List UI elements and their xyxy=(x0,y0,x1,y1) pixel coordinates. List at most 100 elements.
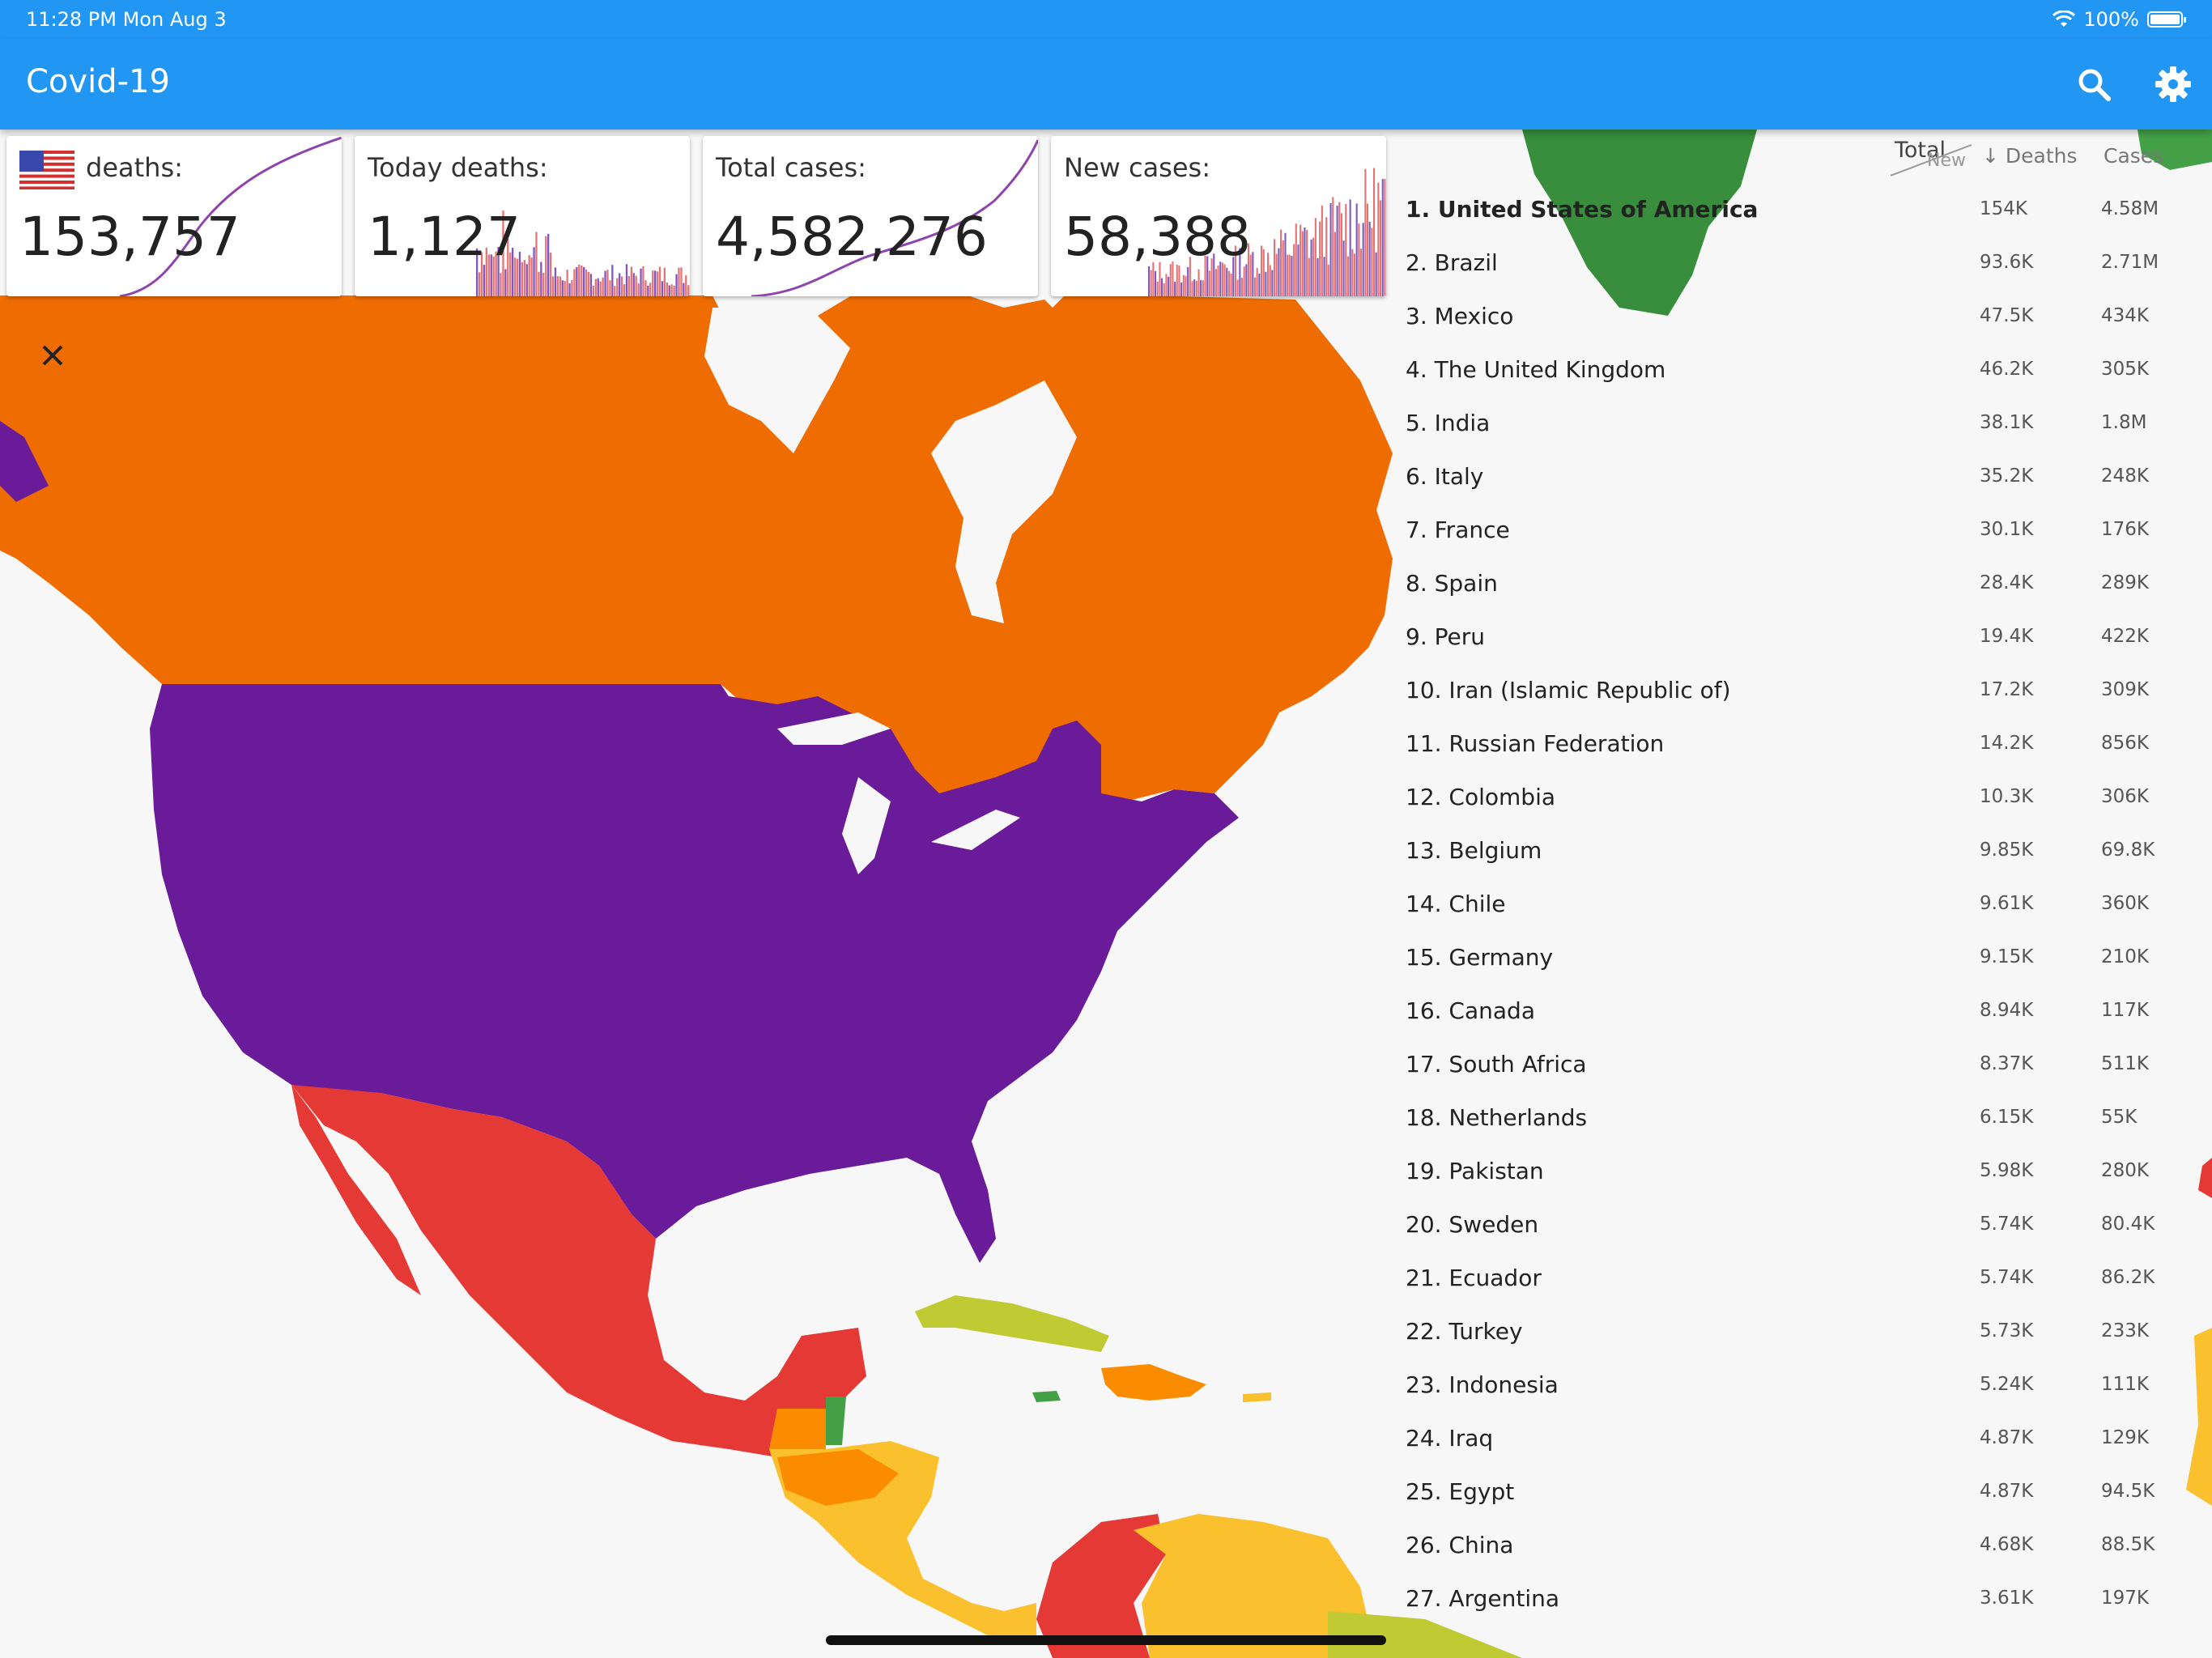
table-row[interactable]: 25. Egypt 4.87K 94.5K xyxy=(1393,1469,2212,1522)
spark-bar xyxy=(568,283,571,296)
map-region-iceland[interactable] xyxy=(2138,130,2212,170)
map-region-hispaniola[interactable] xyxy=(1101,1364,1206,1401)
country-deaths: 5.74K xyxy=(1980,1267,2034,1288)
country-deaths: 5.24K xyxy=(1980,1374,2034,1395)
spark-bar xyxy=(1346,256,1349,296)
table-row[interactable]: 1. United States of America 154K 4.58M xyxy=(1393,186,2212,240)
spark-bar xyxy=(581,266,583,296)
table-row[interactable]: 4. The United Kingdom 46.2K 305K xyxy=(1393,346,2212,400)
table-row[interactable]: 8. Spain 28.4K 289K xyxy=(1393,560,2212,614)
map-region-mexico[interactable] xyxy=(291,1085,866,1457)
table-row[interactable]: 9. Peru 19.4K 422K xyxy=(1393,614,2212,667)
country-cases: 309K xyxy=(2101,679,2149,700)
map-region-africa-edge[interactable] xyxy=(2186,1328,2212,1506)
spark-bar xyxy=(516,258,519,296)
table-row[interactable]: 12. Colombia 10.3K 306K xyxy=(1393,774,2212,827)
spark-bar xyxy=(1178,266,1180,296)
search-icon[interactable] xyxy=(2071,62,2116,107)
spark-bar xyxy=(509,252,512,296)
table-row[interactable]: 23. Indonesia 5.24K 111K xyxy=(1393,1362,2212,1415)
spark-bar xyxy=(1230,273,1232,296)
map-region-alaska[interactable] xyxy=(0,421,49,502)
spark-bar xyxy=(1262,249,1265,296)
header-cases[interactable]: Cases xyxy=(2104,144,2164,168)
spark-bar xyxy=(1310,239,1312,296)
gear-icon[interactable] xyxy=(2150,62,2196,107)
spark-bar xyxy=(1353,253,1355,296)
wifi-icon xyxy=(2052,11,2076,27)
us-flag-icon xyxy=(19,151,74,189)
country-name: 10. Iran (Islamic Republic of) xyxy=(1406,677,1731,704)
table-row[interactable]: 11. Russian Federation 14.2K 856K xyxy=(1393,721,2212,774)
card-today-deaths[interactable]: Today deaths: 1,127 xyxy=(355,136,690,296)
spark-bar xyxy=(573,269,576,296)
table-row[interactable]: 13. Belgium 9.85K 69.8K xyxy=(1393,827,2212,881)
country-cases: 305K xyxy=(2101,359,2149,380)
spark-bar xyxy=(1191,281,1193,296)
spark-bar xyxy=(1329,202,1332,296)
table-row[interactable]: 27. Argentina 3.61K 197K xyxy=(1393,1575,2212,1629)
map-region-puerto-rico[interactable] xyxy=(1243,1392,1271,1402)
spark-bar xyxy=(585,269,588,296)
table-row[interactable]: 7. France 30.1K 176K xyxy=(1393,507,2212,560)
table-row[interactable]: 5. India 38.1K 1.8M xyxy=(1393,400,2212,453)
table-row[interactable]: 10. Iran (Islamic Republic of) 17.2K 309K xyxy=(1393,667,2212,721)
close-icon[interactable] xyxy=(32,335,73,376)
country-deaths: 9.85K xyxy=(1980,840,2034,861)
spark-bar xyxy=(1240,278,1243,296)
today-deaths-value: 1,127 xyxy=(368,206,521,268)
spark-bar xyxy=(1258,273,1261,296)
spark-bar xyxy=(1293,244,1295,296)
table-row[interactable]: 24. Iraq 4.87K 129K xyxy=(1393,1415,2212,1469)
table-row[interactable]: 21. Ecuador 5.74K 86.2K xyxy=(1393,1255,2212,1308)
country-deaths: 6.15K xyxy=(1980,1107,2034,1128)
map-region-venezuela[interactable] xyxy=(1134,1514,1376,1658)
country-deaths: 5.74K xyxy=(1980,1214,2034,1235)
map-region-jamaica[interactable] xyxy=(1032,1391,1061,1402)
table-row[interactable]: 16. Canada 8.94K 117K xyxy=(1393,988,2212,1041)
country-cases: 434K xyxy=(2101,305,2149,326)
table-row[interactable]: 14. Chile 9.61K 360K xyxy=(1393,881,2212,934)
spark-bar xyxy=(687,285,690,296)
spark-bar xyxy=(1371,227,1373,296)
table-row[interactable]: 2. Brazil 93.6K 2.71M xyxy=(1393,240,2212,293)
table-row[interactable]: 17. South Africa 8.37K 511K xyxy=(1393,1041,2212,1095)
card-deaths[interactable]: deaths: 153,757 xyxy=(6,136,342,296)
spark-bar xyxy=(623,284,626,296)
map-region-cuba[interactable] xyxy=(915,1295,1109,1352)
country-cases: 422K xyxy=(2101,626,2149,647)
table-row[interactable]: 19. Pakistan 5.98K 280K xyxy=(1393,1148,2212,1201)
card-new-cases[interactable]: New cases: 58,388 xyxy=(1051,136,1386,296)
country-cases: 856K xyxy=(2101,733,2149,754)
deaths-value: 153,757 xyxy=(19,206,240,268)
spark-bar xyxy=(685,274,687,296)
map-region-colombia[interactable] xyxy=(1036,1514,1166,1658)
table-row[interactable]: 26. China 4.68K 88.5K xyxy=(1393,1522,2212,1575)
table-row[interactable]: 20. Sweden 5.74K 80.4K xyxy=(1393,1201,2212,1255)
map-region-europe-edge[interactable] xyxy=(2198,1158,2212,1198)
header-deaths[interactable]: ↓ Deaths xyxy=(1982,144,2078,168)
spark-bar xyxy=(1295,223,1297,296)
country-deaths: 9.15K xyxy=(1980,946,2034,967)
table-row[interactable]: 18. Netherlands 6.15K 55K xyxy=(1393,1095,2212,1148)
spark-bar xyxy=(1300,224,1302,296)
table-row[interactable]: 22. Turkey 5.73K 233K xyxy=(1393,1308,2212,1362)
spark-bar xyxy=(1254,277,1257,296)
spark-bar xyxy=(1282,240,1284,296)
country-cases: 210K xyxy=(2101,946,2149,967)
map-region-belize[interactable] xyxy=(826,1397,846,1445)
table-row[interactable]: 6. Italy 35.2K 248K xyxy=(1393,453,2212,507)
spark-bar xyxy=(652,270,654,296)
spark-bar xyxy=(495,251,497,296)
table-row[interactable]: 15. Germany 9.15K 210K xyxy=(1393,934,2212,988)
country-cases: 289K xyxy=(2101,572,2149,593)
spark-bar xyxy=(1384,178,1386,296)
map-region-greenland[interactable] xyxy=(1522,130,1757,316)
card-total-cases[interactable]: Total cases: 4,582,276 xyxy=(703,136,1038,296)
spark-bar xyxy=(561,280,564,296)
country-deaths: 47.5K xyxy=(1980,305,2034,326)
map-region-brazil[interactable] xyxy=(1328,1611,1522,1658)
table-row[interactable]: 3. Mexico 47.5K 434K xyxy=(1393,293,2212,346)
spark-bar xyxy=(1327,264,1329,296)
spark-bar xyxy=(1213,253,1215,296)
